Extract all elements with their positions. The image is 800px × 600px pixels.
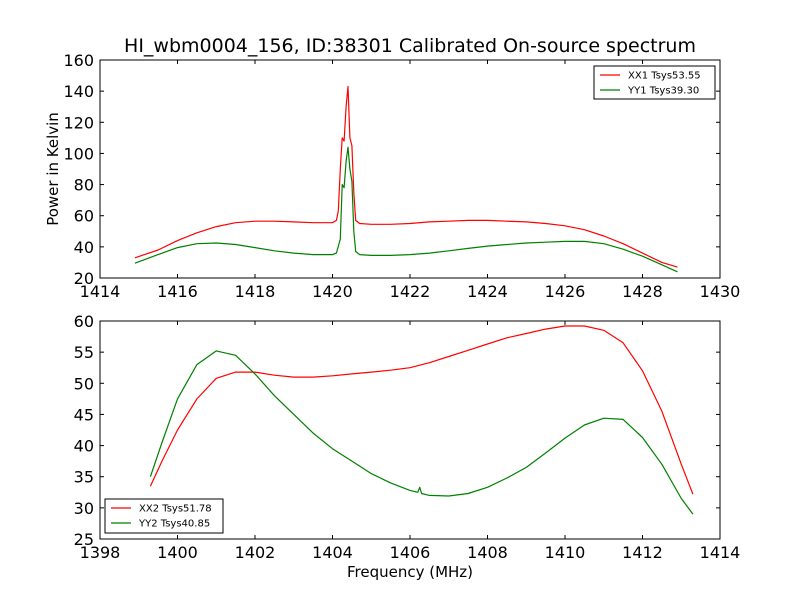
- bottom-spectrum-plot: 1398 1400 1402 1404 1406 1408 1410 1412 1414 25 30…: [74, 312, 741, 562]
- y-tick-label: 20: [74, 269, 94, 288]
- y-tick-label: 80: [74, 176, 94, 195]
- y-tick-label: 30: [74, 499, 94, 518]
- y-tick-label: 40: [74, 238, 94, 257]
- x-tick-label: 1410: [545, 543, 586, 562]
- x-tick-label: 1414: [700, 543, 741, 562]
- x-tick-label: 1424: [467, 282, 508, 301]
- x-tick-label: 1422: [390, 282, 431, 301]
- x-tick-label: 1418: [235, 282, 276, 301]
- y-axis-label: Power in Kelvin: [44, 112, 62, 226]
- series-line-2-1: [149, 325, 694, 495]
- y-tick-label: 60: [74, 312, 94, 331]
- legend-label: XX2 Tsys51.78: [139, 504, 212, 515]
- y-tick-label: 40: [74, 437, 94, 456]
- y-tick-label: 120: [63, 113, 94, 132]
- x-tick-label: 1404: [312, 543, 353, 562]
- x-tick-label: 1412: [622, 543, 663, 562]
- y-tick-label: 25: [74, 530, 94, 549]
- y-tick-label: 160: [63, 51, 94, 70]
- y-tick-label: 100: [63, 144, 94, 163]
- x-tick-label: 1430: [700, 282, 741, 301]
- x-axis-label: Frequency (MHz): [347, 563, 473, 581]
- x-tick-label: 1406: [390, 543, 431, 562]
- x-tick-label: 1398: [80, 543, 121, 562]
- series-line-2-2: [149, 350, 694, 515]
- legend: XX1 Tsys53.55 YY1 Tsys39.30: [593, 65, 716, 100]
- legend: XX2 Tsys51.78 YY2 Tsys40.85: [104, 498, 224, 534]
- y-tick-label: 140: [63, 82, 94, 101]
- legend-label: XX1 Tsys53.55: [628, 71, 701, 82]
- x-tick-label: 1428: [622, 282, 663, 301]
- legend-box: [593, 65, 716, 100]
- x-tick-label: 1408: [467, 543, 508, 562]
- series-line-1-2: [134, 146, 678, 273]
- series-line-1-1: [134, 85, 678, 268]
- y-tick-label: 35: [74, 468, 94, 487]
- y-tick-label: 60: [74, 207, 94, 226]
- x-tick-label: 1414: [80, 282, 121, 301]
- x-tick-label: 1420: [312, 282, 353, 301]
- legend-label: YY2 Tsys40.85: [138, 519, 210, 530]
- legend-label: YY1 Tsys39.30: [627, 86, 699, 97]
- x-tick-label: 1400: [157, 543, 198, 562]
- x-tick-label: 1416: [157, 282, 198, 301]
- top-spectrum-plot: 1414 1416 1418 1420 1422 1424 1426 1428 1430 20 40…: [63, 51, 740, 301]
- x-tick-label: 1402: [235, 543, 276, 562]
- y-tick-label: 50: [74, 374, 94, 393]
- chart-title: HI_wbm0004_156, ID:38301 Calibrated On-s…: [124, 35, 696, 57]
- legend-box: [104, 498, 224, 534]
- y-tick-label: 55: [74, 343, 94, 362]
- y-tick-label: 45: [74, 405, 94, 424]
- x-tick-label: 1426: [545, 282, 586, 301]
